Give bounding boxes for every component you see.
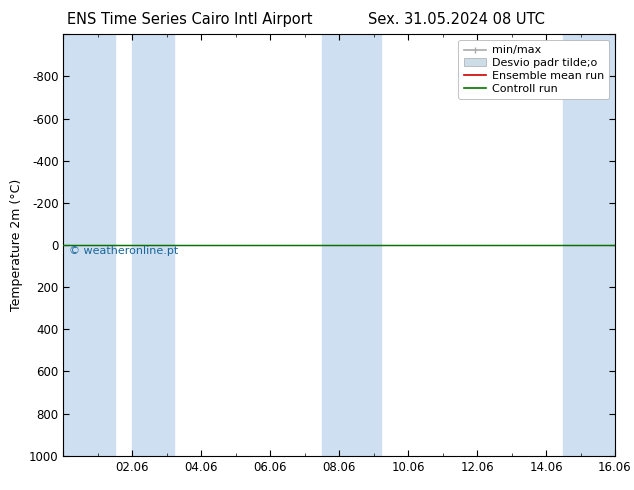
Bar — [133, 34, 174, 456]
Bar — [563, 34, 615, 456]
Legend: min/max, Desvio padr tilde;o, Ensemble mean run, Controll run: min/max, Desvio padr tilde;o, Ensemble m… — [458, 40, 609, 99]
Bar — [322, 34, 380, 456]
Bar — [63, 34, 115, 456]
Text: ENS Time Series Cairo Intl Airport: ENS Time Series Cairo Intl Airport — [67, 12, 313, 27]
Y-axis label: Temperature 2m (°C): Temperature 2m (°C) — [10, 179, 23, 311]
Text: Sex. 31.05.2024 08 UTC: Sex. 31.05.2024 08 UTC — [368, 12, 545, 27]
Text: © weatheronline.pt: © weatheronline.pt — [69, 246, 178, 256]
